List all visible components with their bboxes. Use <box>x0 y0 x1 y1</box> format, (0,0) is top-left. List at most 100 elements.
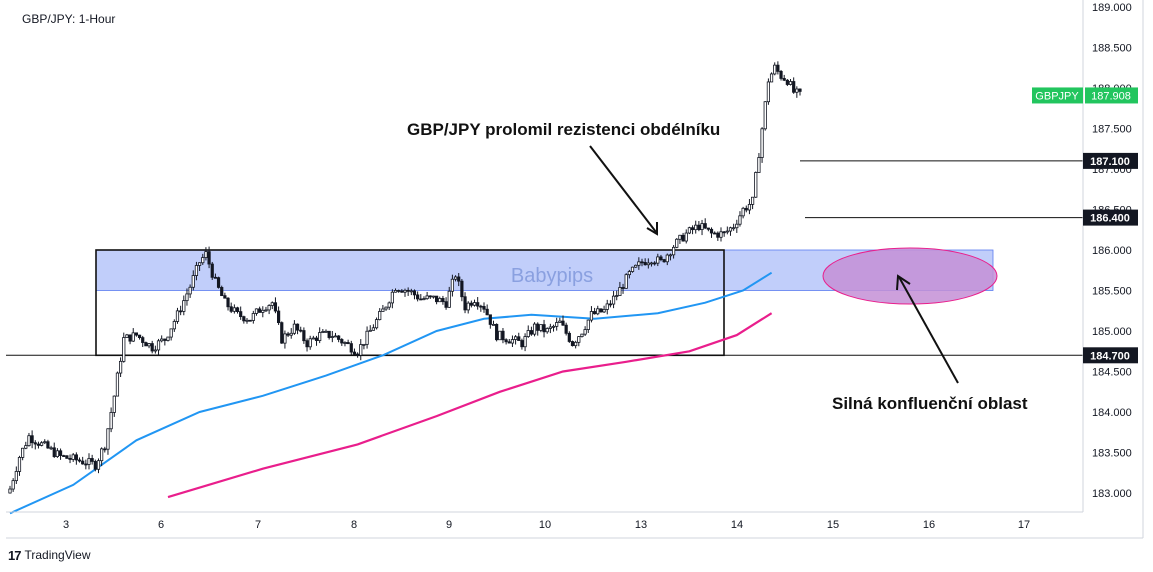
candle-body <box>662 259 666 263</box>
candle-body <box>179 310 183 313</box>
candle-body <box>90 458 94 462</box>
candle-body <box>672 246 676 256</box>
candle-body <box>346 342 350 345</box>
candle-body <box>561 320 565 326</box>
candle-body <box>697 224 701 231</box>
candle-body <box>308 338 312 348</box>
candle-body <box>245 319 249 322</box>
candle-body <box>378 311 382 321</box>
candle-body <box>261 309 265 313</box>
candle-body <box>709 228 714 234</box>
candle-body <box>514 336 518 340</box>
candle-body <box>656 256 660 264</box>
tradingview-logo[interactable]: 17 TradingView <box>8 546 91 564</box>
candle-body <box>371 327 376 331</box>
symbol-tag <box>1032 87 1083 104</box>
candle-body <box>321 331 325 333</box>
candle-body <box>311 337 315 340</box>
candle-body <box>769 73 774 83</box>
candle-body <box>564 324 568 334</box>
candle-body <box>757 157 761 173</box>
candle-body <box>258 308 262 313</box>
candle-body <box>87 458 91 465</box>
candle-body <box>229 306 233 312</box>
candle-body <box>485 308 489 316</box>
candle-body <box>469 302 473 306</box>
candle-body <box>235 307 240 312</box>
candle-body <box>460 280 464 298</box>
candle-body <box>103 448 107 451</box>
x-tick-label: 7 <box>255 519 261 531</box>
candle-body <box>30 435 34 444</box>
candle-body <box>33 442 37 445</box>
candle-body <box>517 336 521 341</box>
candle-body <box>782 78 786 81</box>
candle-body <box>393 290 398 293</box>
candle-body <box>134 332 138 336</box>
candle-body <box>472 302 477 306</box>
candle-body <box>690 227 695 231</box>
candle-body <box>788 81 793 85</box>
candle-body <box>106 428 110 450</box>
candle-body <box>166 336 170 341</box>
candle-body <box>653 262 657 265</box>
y-tick-label: 184.000 <box>1092 407 1132 419</box>
x-tick-label: 6 <box>158 519 164 531</box>
candle-body <box>583 329 587 335</box>
candle-body <box>280 322 284 344</box>
x-tick-label: 9 <box>446 519 452 531</box>
candle-body <box>403 289 407 293</box>
candle-body <box>283 333 287 344</box>
candle-body <box>65 455 69 459</box>
candle-body <box>352 351 357 355</box>
candle-body <box>182 300 186 312</box>
candle-body <box>175 310 180 322</box>
candle-body <box>273 302 278 312</box>
candle-body <box>532 323 537 335</box>
candle-body <box>24 445 28 449</box>
candle-body <box>223 295 227 299</box>
candle-body <box>84 463 88 466</box>
candle-body <box>220 287 224 297</box>
candle-body <box>305 340 309 348</box>
candle-body <box>390 291 394 304</box>
candle-body <box>659 256 663 260</box>
candle-body <box>125 334 129 338</box>
last-price-tag <box>1085 87 1138 104</box>
candle-body <box>539 324 543 331</box>
y-tick-label: 184.500 <box>1092 367 1132 379</box>
x-tick-label: 14 <box>731 519 743 531</box>
candle-body <box>570 341 575 347</box>
candle-body <box>558 320 562 323</box>
candle-body <box>169 328 173 338</box>
candle-body <box>422 298 426 301</box>
candle-body <box>605 303 609 310</box>
candle-body <box>71 454 75 460</box>
candle-body <box>327 330 331 338</box>
candle-body <box>526 330 530 337</box>
candle-body <box>163 338 167 341</box>
x-tick-label: 8 <box>351 519 357 531</box>
x-tick-label: 16 <box>923 519 935 531</box>
candle-body <box>798 88 802 92</box>
candle-body <box>21 447 25 458</box>
y-tick-label: 189.000 <box>1092 2 1132 14</box>
x-tick-label: 3 <box>63 519 69 531</box>
candle-body <box>434 295 439 303</box>
candle-body <box>384 306 388 310</box>
candle-body <box>684 232 688 242</box>
candle-body <box>302 330 306 342</box>
candle-body <box>760 128 764 158</box>
tradingview-brand: TradingView <box>24 548 91 562</box>
ma-fast-line <box>9 271 773 515</box>
candle-body <box>678 234 682 240</box>
candle-body <box>292 323 297 334</box>
candle-body <box>545 328 549 333</box>
candle-body <box>43 441 47 444</box>
candle-body <box>589 311 594 321</box>
candle-body <box>548 326 552 329</box>
ma-slow-line <box>167 312 773 499</box>
candle-body <box>466 302 470 311</box>
candle-body <box>314 337 319 341</box>
